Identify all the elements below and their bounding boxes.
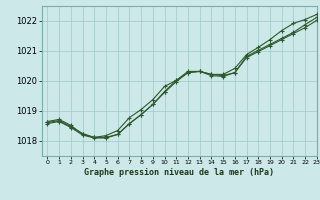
- X-axis label: Graphe pression niveau de la mer (hPa): Graphe pression niveau de la mer (hPa): [84, 168, 274, 177]
